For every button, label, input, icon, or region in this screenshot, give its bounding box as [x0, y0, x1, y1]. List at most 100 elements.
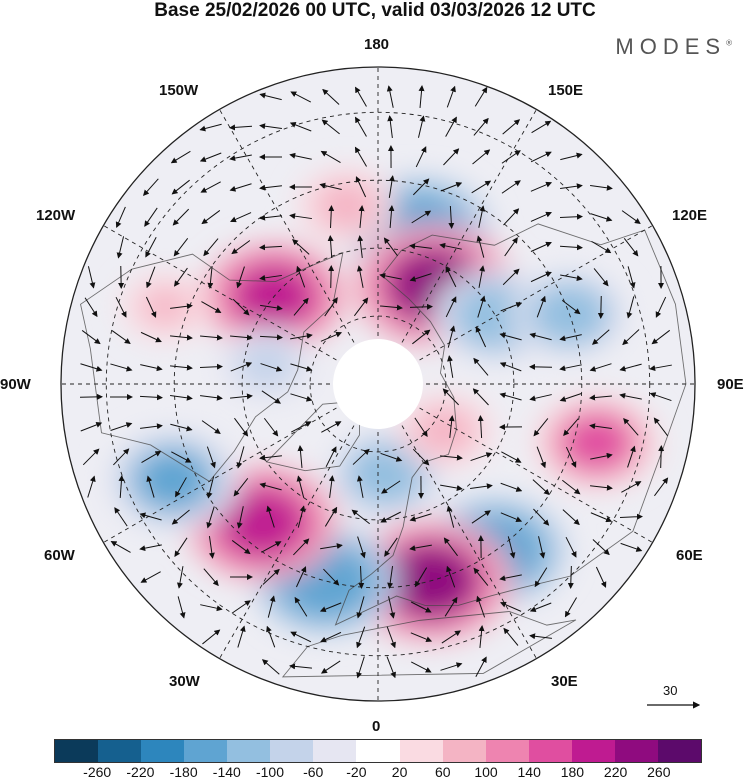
wind-vector: [591, 240, 612, 254]
wind-vector: [260, 304, 283, 311]
wind-vector: [443, 537, 458, 557]
wind-vector: [473, 117, 489, 136]
wind-vector: [289, 213, 312, 220]
wind-vector: [529, 633, 552, 640]
wind-vector: [356, 475, 364, 498]
wind-vector: [559, 364, 582, 372]
colorbar-tick-label: -220: [126, 764, 155, 780]
wind-vector: [533, 508, 550, 526]
colorbar-swatch: [399, 740, 443, 762]
wind-vector: [261, 390, 281, 404]
wind-vector: [203, 568, 219, 587]
wind-vector: [116, 236, 125, 259]
colorbar: [54, 739, 702, 763]
label-lon-150w: 150W: [159, 82, 199, 99]
colorbar-tick-label: -180: [169, 764, 198, 780]
wind-vector: [379, 272, 402, 280]
anomaly-contour: [564, 416, 630, 470]
coastlines: [80, 223, 687, 678]
wind-vector: [473, 357, 489, 376]
wind-vector: [172, 208, 190, 226]
wind-vector: [229, 183, 252, 192]
wind-vector: [296, 265, 306, 288]
wind-vector: [529, 332, 552, 341]
wind-vector: [530, 211, 552, 222]
wind-vector: [170, 394, 193, 401]
wind-vector: [590, 452, 613, 460]
wind-vector: [174, 537, 188, 558]
wind-vector: [145, 296, 157, 318]
wind-vector: [561, 299, 581, 315]
wind-vector: [87, 266, 96, 289]
wind-vector: [592, 539, 610, 556]
wind-vector: [293, 297, 309, 316]
wind-vector: [231, 240, 251, 255]
wind-vector: [290, 631, 312, 643]
wind-vector: [440, 662, 463, 671]
wind-vector: [499, 392, 522, 401]
wind-vector: [446, 565, 456, 588]
wind-vector: [446, 505, 455, 528]
wind-vector: [409, 303, 433, 310]
wind-vector: [110, 422, 133, 431]
wind-vector: [319, 602, 342, 613]
wind-vector: [259, 482, 282, 491]
wind-vector: [82, 448, 100, 466]
wind-vector: [355, 86, 367, 107]
wind-vector: [473, 567, 489, 586]
wind-vector: [139, 512, 162, 521]
wind-vector: [591, 329, 610, 345]
wind-vector: [319, 182, 342, 191]
label-lon-0: 0: [372, 718, 381, 735]
wind-vector: [141, 450, 162, 464]
wind-vector: [320, 631, 342, 643]
wind-vector: [231, 540, 251, 555]
wind-vector: [502, 119, 521, 135]
wind-vector: [619, 513, 643, 520]
wind-vector: [296, 475, 305, 498]
wind-vector: [113, 448, 130, 466]
wind-vector: [325, 446, 337, 468]
wind-vector: [200, 394, 223, 401]
wind-vector: [410, 632, 433, 643]
wind-vector: [387, 566, 394, 589]
wind-vector: [412, 178, 430, 196]
meridian-line: [377, 383, 537, 659]
wind-vector: [292, 239, 310, 255]
label-lon-30w: 30W: [169, 673, 200, 690]
wind-vector: [201, 301, 222, 313]
wind-vector: [323, 568, 340, 586]
wind-vector: [621, 481, 642, 493]
wind-vector: [293, 538, 310, 556]
wind-vector: [649, 392, 672, 402]
wind-vector: [320, 660, 341, 674]
wind-vector: [500, 482, 523, 492]
wind-vector: [623, 238, 639, 257]
wind-vector: [87, 475, 96, 498]
wind-vector: [262, 568, 280, 585]
reference-vector-label: 30: [663, 683, 678, 698]
anomaly-contour: [419, 410, 470, 452]
label-lon-120w: 120W: [36, 207, 76, 224]
wind-vector: [414, 417, 428, 437]
wind-vector: [328, 475, 335, 498]
wind-vector: [230, 334, 253, 341]
wind-vector: [626, 296, 635, 319]
colorbar-swatch: [141, 740, 185, 762]
wind-vector: [439, 242, 462, 250]
wind-vector: [649, 364, 672, 372]
wind-vector: [388, 175, 395, 198]
wind-vector: [499, 332, 522, 341]
wind-vector: [654, 477, 669, 497]
wind-vector: [478, 625, 485, 648]
wind-vector: [170, 364, 193, 371]
wind-vector: [355, 176, 367, 198]
wind-vector: [171, 509, 190, 525]
wind-vector: [595, 566, 607, 588]
wind-vector: [651, 329, 671, 345]
wind-vector: [259, 123, 282, 130]
wind-vector: [259, 244, 283, 251]
label-lon-150e: 150E: [548, 82, 584, 99]
label-lon-90e: 90E: [717, 376, 744, 393]
wind-vector: [443, 148, 460, 166]
